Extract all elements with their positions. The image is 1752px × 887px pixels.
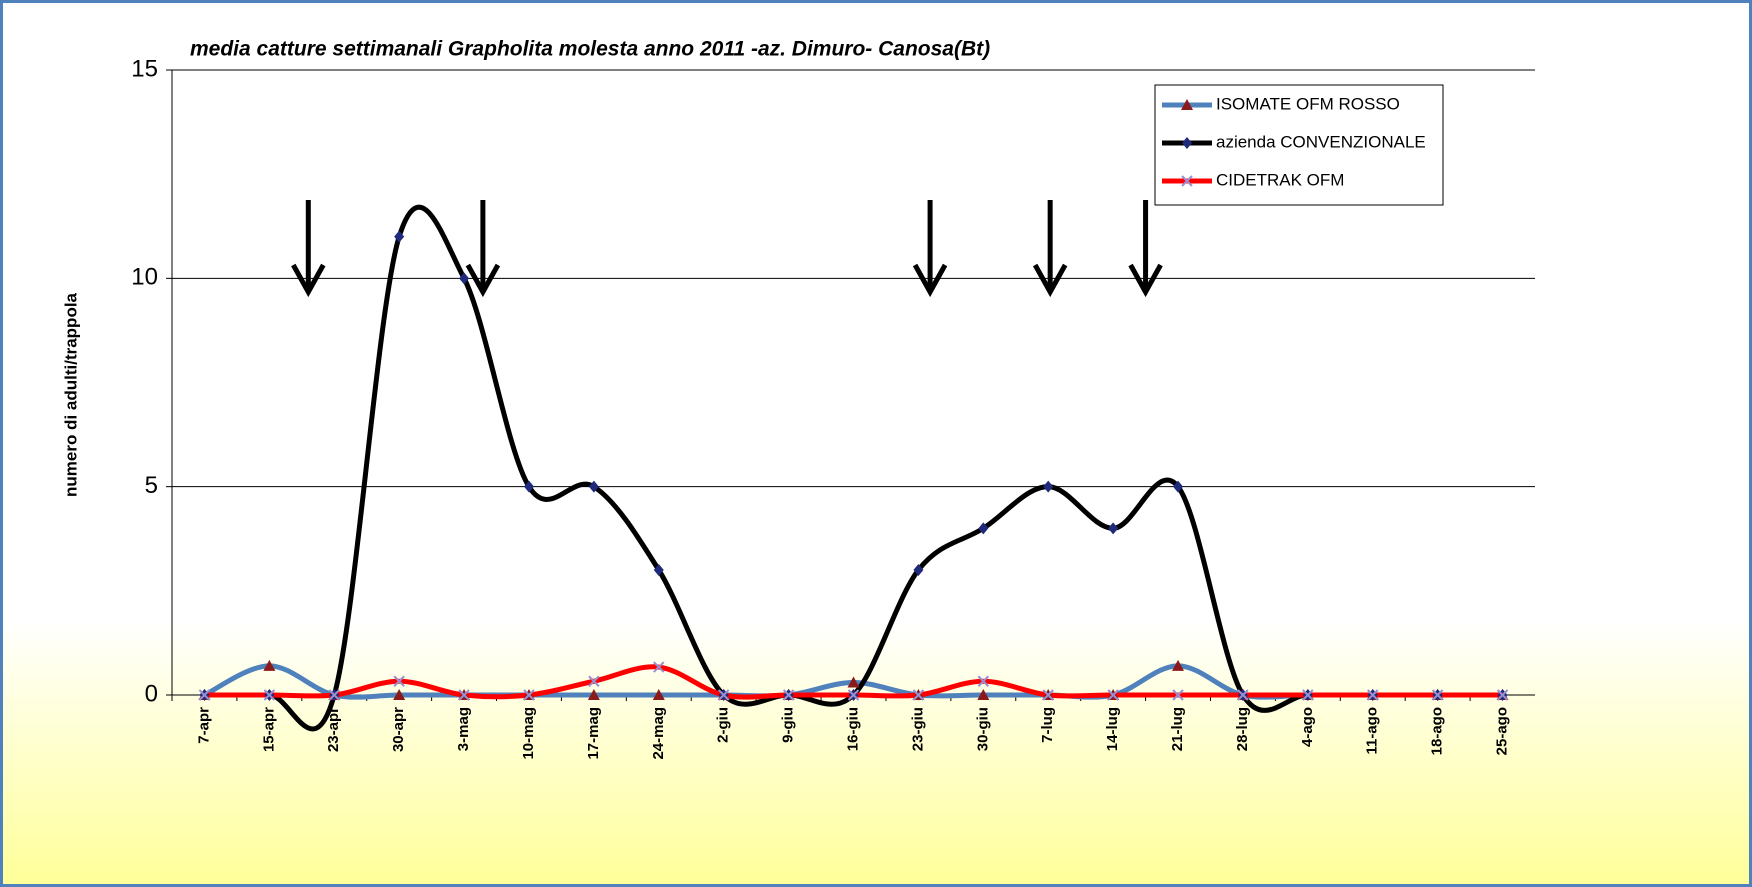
legend-label: ISOMATE OFM ROSSO [1216, 94, 1400, 113]
marker [523, 480, 534, 493]
x-tick-label: 18-ago [1429, 707, 1446, 755]
marker [458, 689, 470, 701]
marker [977, 689, 990, 700]
x-tick-label: 30-apr [390, 707, 407, 752]
y-axis-label: numero di adulti/trappola [61, 292, 80, 497]
marker [328, 689, 340, 701]
legend-label: azienda CONVENZIONALE [1216, 132, 1426, 151]
marker [847, 689, 860, 701]
marker [588, 480, 599, 493]
marker [1173, 480, 1184, 493]
marker [523, 689, 535, 701]
marker [1172, 659, 1185, 671]
x-tick-label: 10-mag [520, 707, 537, 760]
marker [977, 675, 990, 687]
x-tick-label: 15-apr [260, 707, 277, 752]
marker [978, 522, 989, 535]
x-tick-label: 25-ago [1494, 707, 1511, 755]
arrow [291, 200, 326, 298]
x-tick-label: 11-ago [1364, 707, 1381, 755]
arrow [465, 200, 501, 298]
marker [913, 564, 924, 576]
marker [912, 689, 925, 701]
x-tick-label: 28-lug [1234, 707, 1251, 751]
marker [1367, 689, 1379, 701]
marker [263, 659, 276, 671]
marker [263, 689, 276, 701]
marker [394, 230, 405, 243]
marker [393, 675, 405, 687]
marker [1172, 689, 1184, 701]
legend: ISOMATE OFM ROSSO azienda CONVENZIONALE CI… [1154, 84, 1444, 206]
x-tick-label: 2-giu [715, 707, 732, 743]
x-tick-label: 7-lug [1039, 707, 1056, 743]
x-tick-label: 17-mag [585, 707, 602, 760]
x-tick-label: 24-mag [650, 707, 667, 760]
marker [1042, 689, 1054, 701]
x-tick-label: 7-apr [195, 707, 212, 744]
arrow [1128, 200, 1163, 298]
x-tick-label: 14-lug [1104, 707, 1121, 751]
marker [459, 272, 470, 285]
marker [653, 564, 664, 576]
marker [588, 675, 600, 687]
marker [847, 676, 860, 688]
marker [1431, 689, 1444, 701]
marker [587, 689, 600, 700]
legend-label: CIDETRAK OFM [1216, 170, 1344, 189]
y-tick-label: 15 [131, 55, 158, 82]
marker [1302, 689, 1314, 701]
marker [198, 689, 211, 701]
marker [1043, 480, 1054, 493]
marker [1107, 689, 1119, 701]
x-tick-label: 30-giu [974, 707, 991, 751]
arrow [912, 200, 948, 298]
arrow [1032, 200, 1068, 298]
marker [1181, 99, 1193, 110]
marker [782, 689, 795, 701]
x-tick-label: 21-lug [1169, 707, 1186, 751]
marker [717, 689, 730, 701]
x-tick-label: 23-giu [909, 707, 926, 751]
y-tick-label: 5 [145, 472, 158, 499]
x-tick-label: 4-ago [1299, 707, 1316, 747]
x-tick-label: 3-mag [455, 707, 472, 751]
chart-title: media catture settimanali Grapholita mol… [190, 38, 990, 61]
marker [1108, 522, 1119, 535]
x-tick-label: 9-giu [780, 707, 797, 743]
x-tick-label: 16-giu [844, 707, 861, 751]
marker [653, 661, 665, 673]
marker [652, 689, 665, 700]
marker [1496, 689, 1509, 701]
marker [1181, 175, 1193, 187]
x-tick-label: 23-apr [325, 707, 342, 752]
y-tick-label: 0 [145, 680, 158, 707]
y-tick-label: 10 [131, 264, 158, 291]
marker [1237, 689, 1249, 701]
marker [393, 689, 406, 700]
marker [1182, 137, 1192, 149]
